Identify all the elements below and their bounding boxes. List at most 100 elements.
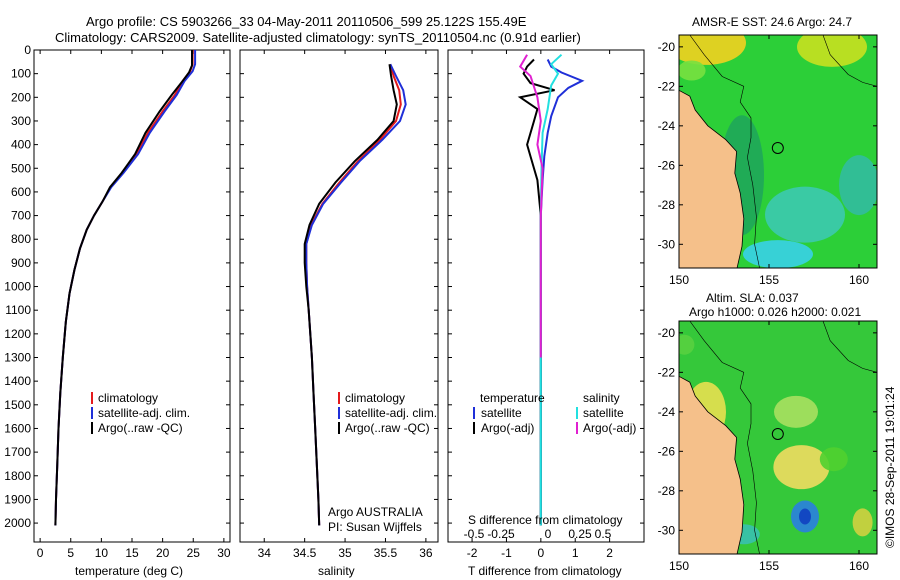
float-pi-label: PI: Susan Wijffels (328, 520, 422, 534)
header-line-1: Argo profile: CS 5903266_33 04-May-2011 … (86, 14, 527, 29)
legend-label-climatology: climatology (345, 391, 405, 405)
y-tick-label: 1300 (4, 351, 31, 365)
credit-text: ©IMOS 28-Sep-2011 19:01:24 (883, 386, 897, 548)
temperature-panel-frame (33, 49, 231, 543)
y-tick-label: 500 (11, 161, 31, 175)
sla-map-title-line-2: Argo h1000: 0.026 h2000: 0.021 (689, 305, 861, 319)
y-tick-label: 1200 (4, 327, 31, 341)
s-tick-label: -0.5 (464, 527, 485, 541)
sea-field-patch (679, 35, 746, 65)
x-tick-label: 160 (849, 559, 869, 573)
legend-label-satellite: satellite-adj. clim. (98, 406, 190, 420)
y-tick-label: 2000 (4, 516, 31, 530)
x-tick-label: 150 (669, 273, 689, 287)
sea-field-patch (679, 334, 695, 355)
salinity-panel-frame (239, 49, 439, 543)
s-tick-label: -0.25 (487, 527, 515, 541)
temperature-chart: 0100200300400500600700800900100011001200… (4, 43, 231, 560)
legend-label-s-satellite: satellite (583, 406, 624, 420)
sea-field-patch (774, 395, 818, 428)
temperature-legend: climatology satellite-adj. clim. Argo(..… (91, 391, 190, 435)
y-tick-label: 1000 (4, 280, 31, 294)
y-tick-label: 1800 (4, 469, 31, 483)
difference-salinity-legend: salinity satellite Argo(-adj) (576, 391, 636, 435)
bathymetry-contour (689, 321, 760, 554)
legend-label-argo: Argo(..raw -QC) (345, 421, 430, 435)
legend-title-temperature: temperature (480, 391, 545, 405)
x-tick-label: 155 (759, 559, 779, 573)
x-tick-label: 0 (537, 546, 544, 560)
x-tick-label: 34 (258, 546, 272, 560)
y-tick-label: 1500 (4, 398, 31, 412)
x-tick-label: 20 (156, 546, 170, 560)
sea-field-patch (797, 35, 867, 67)
map-content (679, 321, 877, 554)
y-tick-label: 800 (11, 232, 31, 246)
legend-label-t-argo: Argo(-adj) (481, 421, 534, 435)
x-tick-label: 10 (95, 546, 109, 560)
series-line-satellite-adj-clim- (54, 50, 197, 526)
y-tick-label: -20 (658, 40, 676, 54)
x-tick-label: 25 (187, 546, 201, 560)
salinity-legend: climatology satellite-adj. clim. Argo(..… (338, 391, 437, 435)
sea-field-patch (839, 155, 877, 216)
legend-label-t-satellite: satellite (481, 406, 522, 420)
sea-field-patch (743, 240, 813, 268)
series-line-argo-raw-qc- (303, 64, 398, 526)
x-tick-label: 30 (217, 546, 231, 560)
bathymetry-contour (822, 321, 877, 373)
y-tick-label: 600 (11, 185, 31, 199)
y-tick-label: 900 (11, 256, 31, 270)
legend-title-salinity: salinity (583, 391, 620, 405)
temperature-axis-label: temperature (deg C) (75, 564, 183, 578)
sea-field-patch (765, 186, 845, 243)
series-line-argo-raw-qc- (54, 50, 193, 526)
difference-temperature-legend: temperature satellite Argo(-adj) (473, 391, 545, 435)
sea-field-patch (819, 447, 848, 472)
y-tick-label: 1100 (5, 303, 31, 317)
y-tick-label: -26 (658, 444, 676, 458)
series-line-t-satellite (539, 59, 585, 526)
y-tick-label: -24 (658, 405, 676, 419)
argo-float-marker (771, 427, 784, 440)
map-content (679, 35, 877, 268)
legend-label-s-argo: Argo(-adj) (583, 421, 636, 435)
y-tick-label: 1600 (4, 421, 31, 435)
y-tick-label: -30 (658, 523, 676, 537)
y-tick-label: -24 (658, 119, 676, 133)
legend-label-argo: Argo(..raw -QC) (98, 421, 183, 435)
sla-map: 150 155 160 -20 -22 -24 -26 -28 -30 (658, 320, 878, 573)
y-tick-label: 0 (24, 43, 31, 57)
sea-field-patch (799, 508, 811, 525)
x-tick-label: 35 (338, 546, 352, 560)
x-tick-label: -2 (467, 546, 478, 560)
sea-field-patch (679, 60, 706, 81)
bathymetry-contour (822, 35, 877, 87)
y-tick-label: -28 (658, 198, 676, 212)
y-tick-label: 400 (11, 138, 31, 152)
header-line-2: Climatology: CARS2009. Satellite-adjuste… (55, 30, 581, 45)
sla-map-title-line-1: Altim. SLA: 0.037 (706, 291, 799, 305)
salinity-axis-label: salinity (318, 564, 355, 578)
legend-label-satellite: satellite-adj. clim. (345, 406, 437, 420)
series-line-s-argo(-adj) (518, 54, 544, 358)
legend-label-climatology: climatology (98, 391, 158, 405)
y-tick-label: -20 (658, 326, 676, 340)
s-difference-axis-label: S difference from climatology (468, 513, 623, 527)
y-tick-label: -26 (658, 158, 676, 172)
y-tick-label: -22 (658, 365, 676, 379)
bathymetry-contour (689, 35, 760, 268)
x-tick-label: 35.5 (374, 546, 398, 560)
y-tick-label: 1700 (4, 445, 31, 459)
australia-land (679, 89, 745, 268)
difference-panel-frame (447, 49, 645, 543)
x-tick-label: 150 (669, 559, 689, 573)
y-tick-label: 200 (11, 90, 31, 104)
x-tick-label: 0 (37, 546, 44, 560)
x-tick-label: 160 (849, 273, 869, 287)
y-tick-label: 100 (11, 67, 31, 81)
salinity-chart: 34 34.5 35 35.5 36 (240, 49, 438, 560)
difference-chart: -2 -1 0 1 2 -0.5 -0.25 0 0.25 0.5 (448, 49, 644, 560)
sst-map: 150 155 160 -20 -22 -24 -26 -28 -30 (658, 34, 878, 287)
